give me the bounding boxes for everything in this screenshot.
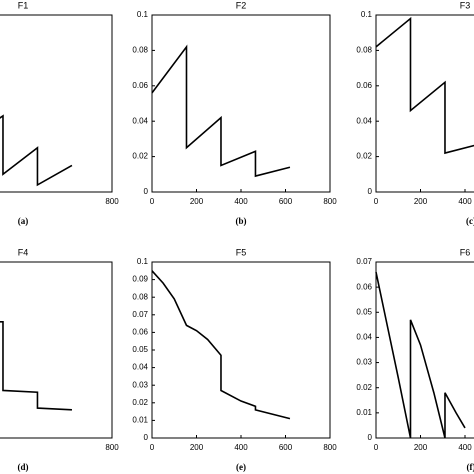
data-line	[151, 270, 291, 420]
y-tick-label: 0.06	[356, 81, 372, 90]
panel-title: F3	[460, 0, 471, 10]
panel-title: F1	[18, 0, 29, 10]
y-tick-label: 0.1	[361, 10, 373, 19]
axes-box	[151, 261, 331, 439]
y-tick-label: 0.07	[356, 257, 372, 266]
y-tick-label: 0.02	[132, 152, 148, 161]
y-tick-label: 0.04	[132, 363, 148, 372]
y-tick-label: 0	[144, 433, 149, 442]
x-tick-label: 800	[323, 443, 337, 452]
y-tick-label: 0	[144, 187, 149, 196]
panel-caption: (c)	[466, 216, 474, 226]
y-tick-label: 0.08	[132, 46, 148, 55]
y-tick-label: 0.06	[132, 81, 148, 90]
axes-box	[375, 261, 474, 439]
y-tick-label: 0.08	[356, 46, 372, 55]
data-line	[375, 16, 474, 155]
y-tick-label: 0.03	[132, 380, 148, 389]
data-line	[0, 321, 72, 411]
panel-title: F6	[460, 247, 471, 257]
x-tick-label: 200	[414, 443, 428, 452]
y-tick-label: 0	[368, 433, 373, 442]
panel-caption: (b)	[236, 216, 247, 226]
x-tick-label: 0	[374, 443, 379, 452]
y-tick-label: 0.06	[356, 282, 372, 291]
x-tick-label: 400	[458, 443, 472, 452]
axes-box	[0, 261, 113, 439]
x-tick-label: 400	[458, 197, 472, 206]
x-tick-label: 800	[323, 197, 337, 206]
x-tick-label: 600	[279, 443, 293, 452]
y-tick-label: 0.04	[132, 116, 148, 125]
axes-box	[0, 14, 113, 193]
y-tick-label: 0.02	[356, 383, 372, 392]
axes-box	[375, 14, 474, 193]
y-tick-label: 0.05	[356, 307, 372, 316]
x-tick-label: 800	[105, 443, 119, 452]
panel-caption: (a)	[18, 216, 29, 226]
y-tick-label: 0.08	[132, 292, 148, 301]
y-tick-label: 0.1	[137, 257, 149, 266]
panel-caption: (f)	[467, 462, 474, 472]
x-tick-label: 200	[190, 197, 204, 206]
x-tick-label: 0	[374, 197, 379, 206]
axes-box	[151, 14, 331, 193]
x-tick-label: 0	[150, 197, 155, 206]
y-tick-label: 0.04	[356, 116, 372, 125]
x-tick-label: 400	[234, 197, 248, 206]
x-tick-label: 400	[234, 443, 248, 452]
y-tick-label: 0	[368, 187, 373, 196]
y-tick-label: 0.06	[132, 328, 148, 337]
y-tick-label: 0.02	[356, 152, 372, 161]
y-tick-label: 0.04	[356, 333, 372, 342]
x-tick-label: 200	[414, 197, 428, 206]
data-line	[151, 44, 291, 178]
panel-title: F4	[18, 247, 29, 257]
panel-title: F2	[236, 0, 247, 10]
y-tick-label: 0.03	[356, 358, 372, 367]
x-tick-label: 600	[279, 197, 293, 206]
y-tick-label: 0.01	[132, 416, 148, 425]
y-tick-label: 0.09	[132, 275, 148, 284]
panel-title: F5	[236, 247, 247, 257]
y-tick-label: 0.01	[356, 408, 372, 417]
data-line	[375, 271, 466, 439]
y-tick-label: 0.05	[132, 345, 148, 354]
x-tick-label: 0	[150, 443, 155, 452]
y-tick-label: 0.1	[137, 10, 149, 19]
panel-caption: (d)	[18, 462, 29, 472]
x-tick-label: 800	[105, 197, 119, 206]
x-tick-label: 200	[190, 443, 204, 452]
data-line	[0, 114, 73, 187]
y-tick-label: 0.07	[132, 310, 148, 319]
panel-caption: (e)	[236, 462, 246, 472]
y-tick-label: 0.02	[132, 398, 148, 407]
